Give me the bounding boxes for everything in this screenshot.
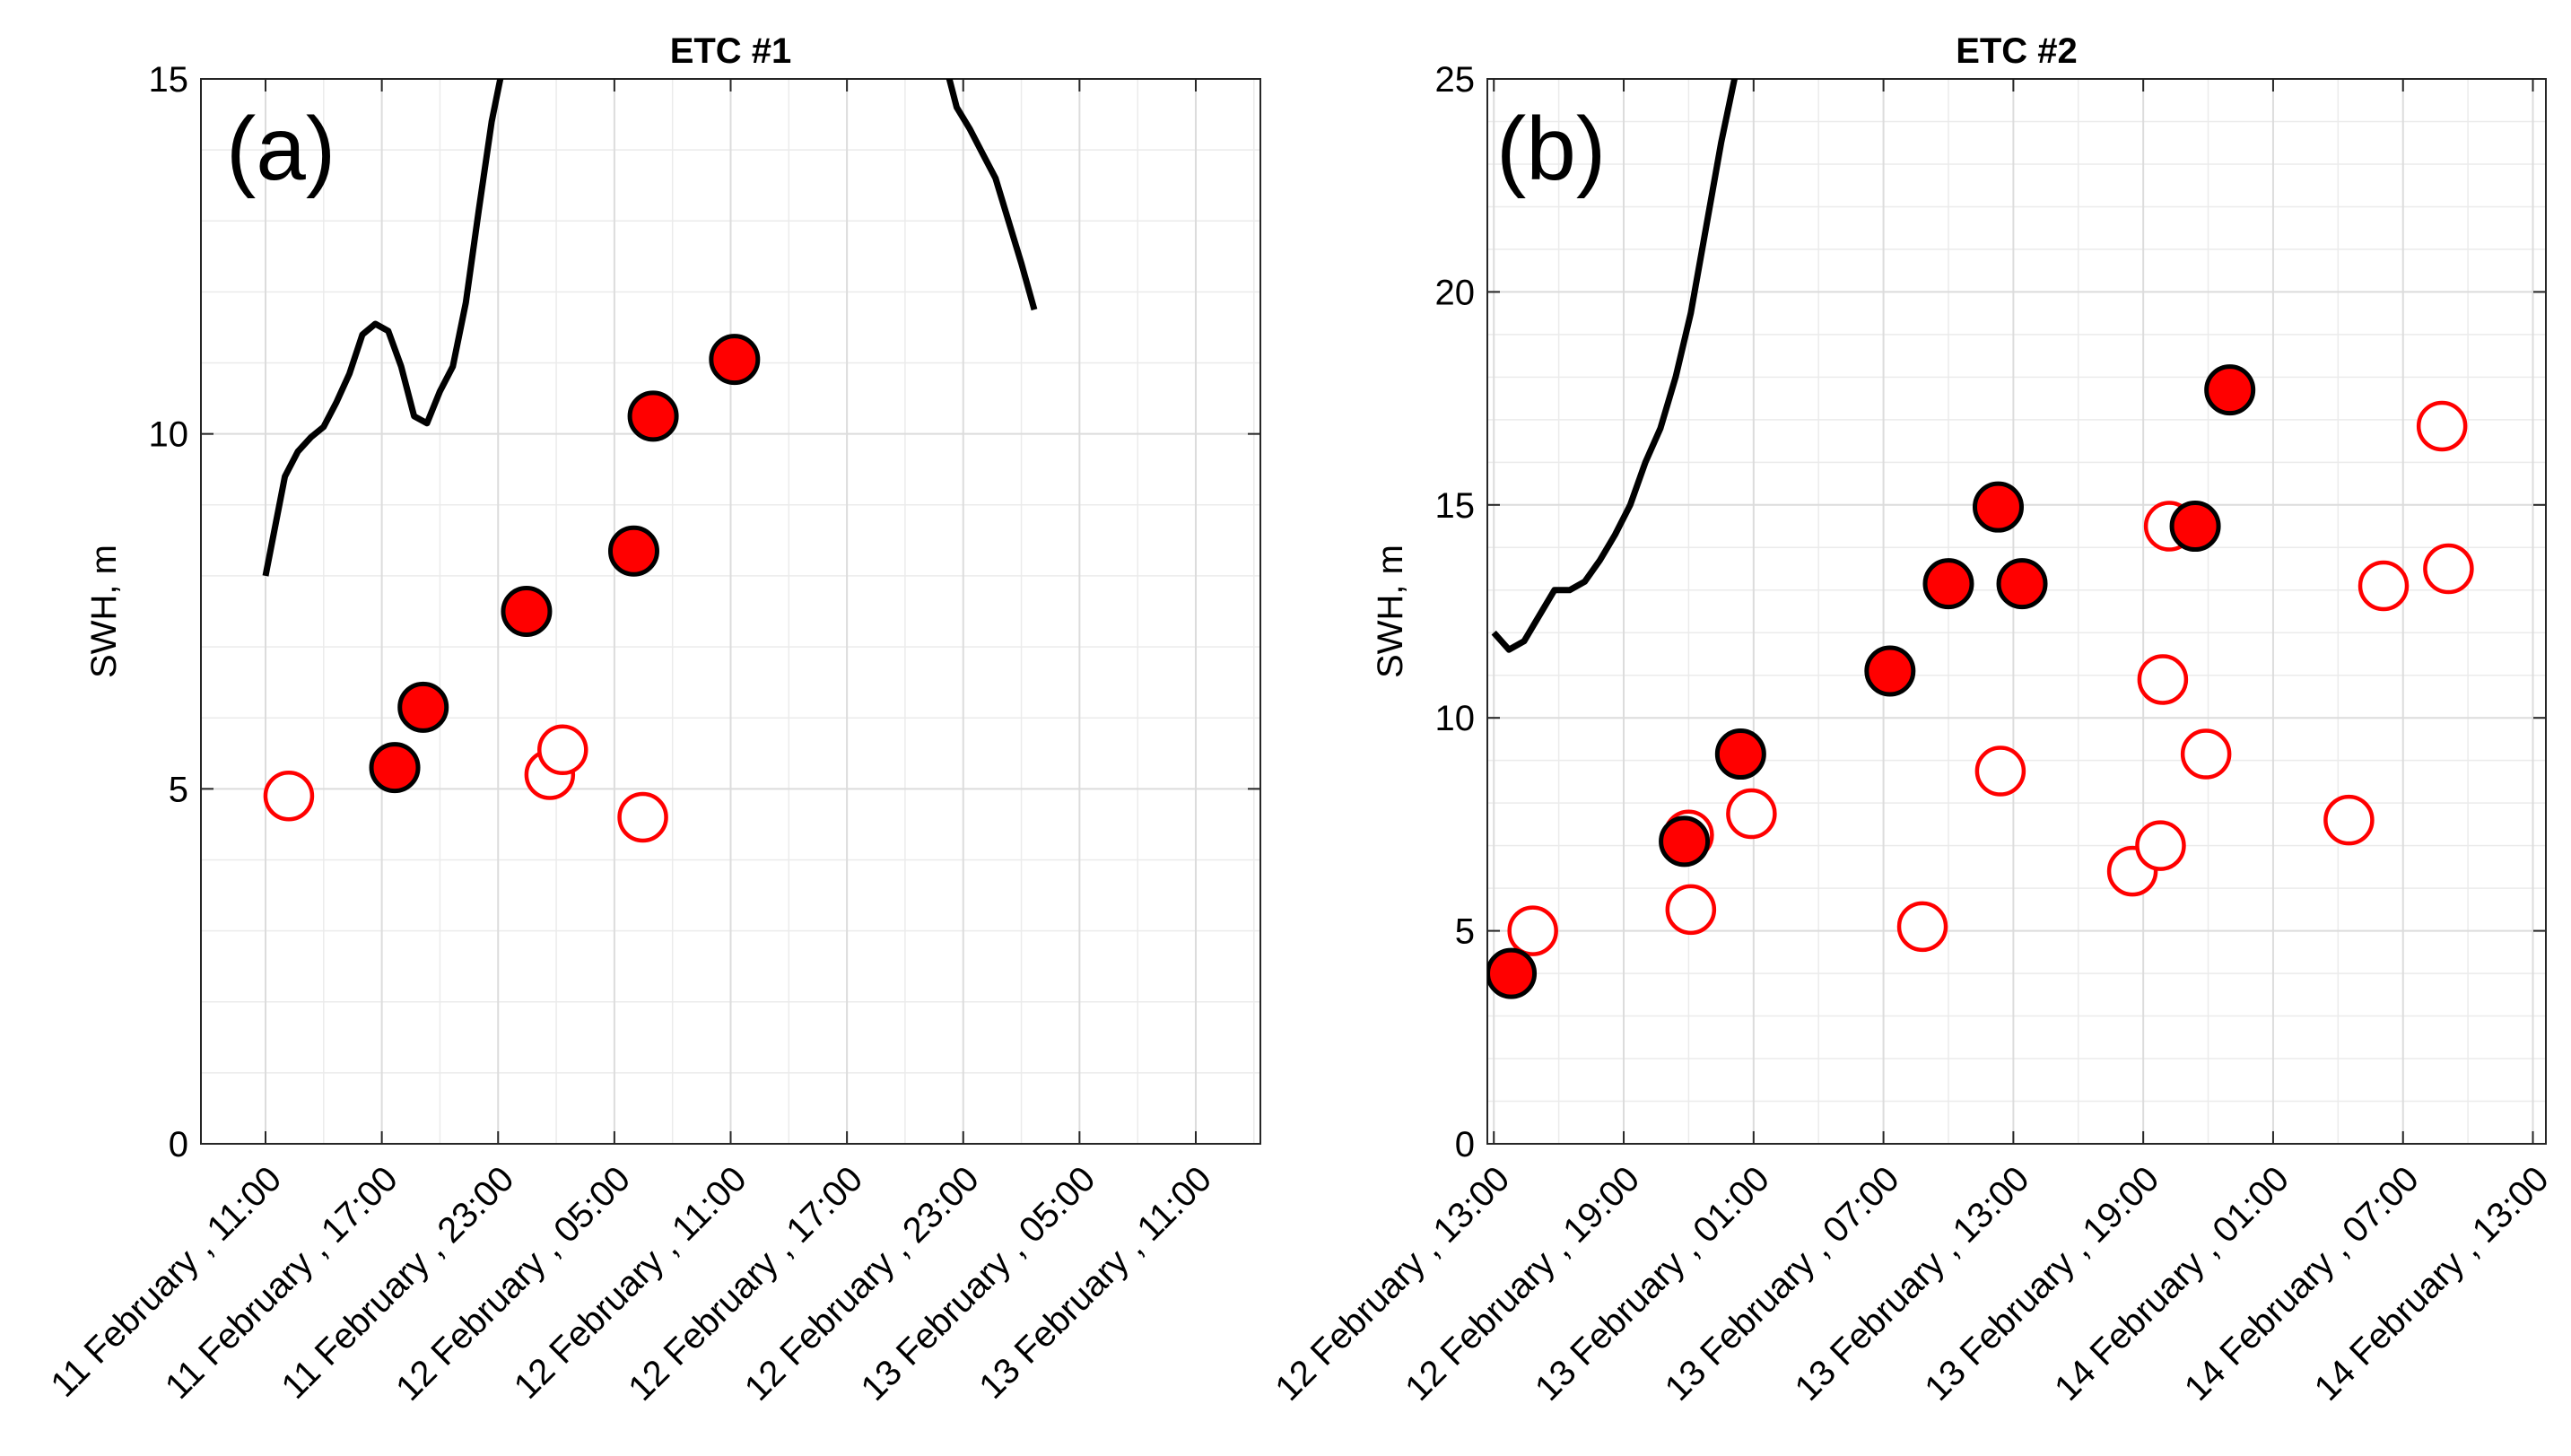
y-tick-labels: 0 5 10 15 20 25	[1435, 60, 1476, 1164]
open-point	[2357, 560, 2410, 612]
panel-label: (a)	[226, 99, 336, 199]
filled-point	[607, 525, 659, 577]
swh-line	[262, 79, 504, 577]
swh-line	[1491, 79, 1739, 653]
filled-point	[1922, 558, 1974, 610]
open-point	[2323, 794, 2375, 846]
open-point	[2423, 543, 2474, 595]
y-tick-labels: 0 5 10 15	[149, 60, 189, 1164]
filled-point	[709, 334, 761, 386]
plot-area	[1487, 79, 2546, 1144]
filled-point	[1487, 947, 1538, 999]
series	[1487, 79, 2474, 999]
x-tick-label: 14 February , 01:00	[2047, 1159, 2296, 1408]
filled-point	[2169, 501, 2221, 553]
x-tick-label: 11 February , 11:00	[43, 1159, 289, 1405]
x-tick-label: 12 February , 19:00	[1398, 1159, 1647, 1408]
open-point	[1896, 901, 1948, 953]
panel-label: (b)	[1496, 99, 1606, 199]
y-axis-label: SWH, m	[1371, 545, 1410, 678]
axes-box	[1486, 78, 2547, 1145]
open-point	[263, 770, 315, 822]
open-point	[1974, 745, 2026, 797]
swh-line-segment	[946, 79, 1038, 311]
open-point	[2180, 728, 2232, 780]
x-tick-label: 13 February , 01:00	[1528, 1159, 1777, 1408]
tick-marks	[201, 78, 1260, 1145]
x-tick-label: 14 February , 13:00	[2307, 1159, 2557, 1408]
open-point	[1726, 788, 1777, 840]
x-tick-label: 13 February , 13:00	[1788, 1159, 2037, 1408]
filled-point	[369, 742, 421, 794]
filled-point	[1972, 481, 2024, 533]
open-point	[1507, 905, 1558, 956]
y-tick-label: 25	[1435, 60, 1476, 100]
open-point	[2135, 820, 2186, 871]
filled-point	[1714, 728, 1766, 780]
x-tick-label: 13 February , 07:00	[1658, 1159, 1907, 1408]
y-tick-label: 10	[1435, 699, 1476, 738]
x-tick-label: 11 February , 23:00	[275, 1159, 522, 1407]
open-point	[2416, 400, 2468, 452]
gridlines	[201, 78, 1260, 1145]
filled-point	[1659, 815, 1711, 867]
open-point	[2137, 654, 2189, 705]
y-axis-label: SWH, m	[84, 545, 124, 678]
filled-point	[627, 390, 679, 442]
x-tick-label: 11 February , 17:00	[158, 1159, 405, 1407]
filled-point	[1996, 558, 2048, 610]
x-tick-label: 12 February , 13:00	[1268, 1159, 1517, 1408]
x-tick-label: 13 February , 19:00	[1917, 1159, 2166, 1408]
y-tick-label: 5	[169, 770, 188, 809]
series	[262, 79, 1038, 843]
x-tick-label: 14 February , 07:00	[2177, 1159, 2427, 1408]
open-point	[617, 791, 668, 843]
chart-title: ETC #2	[1956, 31, 2078, 71]
open-point	[537, 724, 588, 776]
y-tick-label: 20	[1435, 273, 1476, 312]
x-tick-label: 13 February , 11:00	[972, 1159, 1219, 1407]
y-tick-label: 15	[149, 60, 189, 100]
y-tick-label: 10	[149, 415, 189, 455]
y-tick-label: 5	[1455, 912, 1475, 952]
y-tick-label: 15	[1435, 486, 1476, 526]
filled-point	[397, 681, 449, 733]
chart-title: ETC #1	[670, 31, 792, 71]
tick-marks	[1487, 78, 2546, 1145]
filled-point	[1864, 645, 1916, 697]
y-tick-label: 0	[169, 1125, 188, 1164]
filled-point	[2204, 364, 2256, 416]
open-point	[1665, 884, 1717, 936]
filled-point	[501, 586, 553, 637]
x-tick-label: 12 February , 11:00	[507, 1159, 754, 1407]
y-tick-label: 0	[1455, 1125, 1475, 1164]
